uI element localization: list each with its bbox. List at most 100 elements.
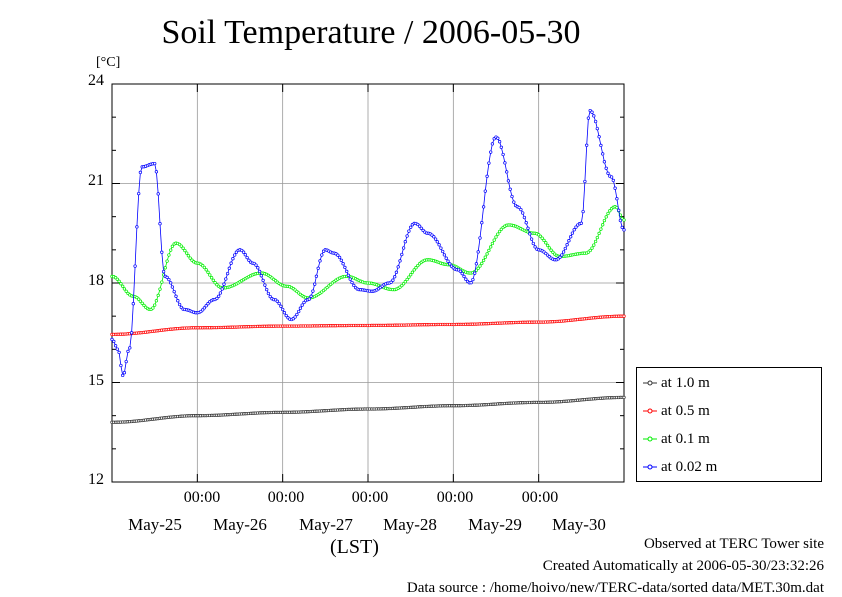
series-0-02m-point bbox=[297, 309, 301, 314]
series-0-02m-point bbox=[277, 301, 281, 306]
series-0-1m-point bbox=[492, 238, 496, 242]
series-0-1m-point bbox=[122, 287, 127, 291]
series-0-02m-point bbox=[489, 150, 493, 154]
series-0-02m-point bbox=[464, 277, 468, 281]
series-0-02m-point bbox=[336, 253, 340, 257]
series-0-02m-point bbox=[586, 116, 591, 120]
legend-marker bbox=[643, 408, 657, 414]
series-0-02m-point bbox=[517, 205, 521, 210]
series-0-02m-point bbox=[585, 143, 589, 147]
series-0-1m-point bbox=[481, 258, 486, 263]
series-0-02m-point bbox=[217, 294, 221, 298]
series-0-02m-point bbox=[257, 269, 262, 274]
series-0-1m-point bbox=[179, 244, 183, 248]
series-0-1m-point bbox=[480, 261, 484, 266]
series-0-02m-point bbox=[268, 294, 272, 299]
series-0-1m-point bbox=[604, 215, 608, 219]
series-0-02m-point bbox=[318, 259, 322, 263]
series-0-02m-point bbox=[131, 302, 135, 306]
series-0-02m-point bbox=[176, 299, 180, 303]
series-0-02m-point bbox=[394, 270, 399, 274]
series-0-1m-point bbox=[156, 293, 160, 298]
footer-site: Observed at TERC Tower site bbox=[643, 536, 824, 552]
series-0-02m-point bbox=[256, 266, 260, 270]
x-day-label: May-25 bbox=[128, 515, 182, 534]
series-0-1m-point bbox=[140, 301, 144, 305]
series-0-1m-point bbox=[599, 227, 603, 231]
series-0-02m-point bbox=[613, 186, 617, 190]
series-0-02m-point bbox=[204, 304, 208, 308]
series-0-02m-point bbox=[448, 262, 452, 266]
series-0-02m-point bbox=[225, 271, 230, 276]
series-0-1m-point bbox=[476, 266, 480, 270]
x-time-tick: 00:00 bbox=[436, 489, 474, 506]
series-0-1m-point bbox=[163, 266, 167, 270]
y-tick-label: 21 bbox=[88, 172, 104, 189]
series-0-02m-point bbox=[505, 170, 509, 174]
series-0-1m-point bbox=[405, 277, 409, 282]
series-0-02m-point bbox=[565, 243, 569, 247]
series-0-1m-point bbox=[188, 256, 192, 260]
series-0-1m-point bbox=[167, 253, 171, 257]
series-0-02m-point bbox=[560, 253, 564, 257]
series-0-02m-point bbox=[458, 269, 463, 273]
series-0-02m-point bbox=[352, 283, 356, 288]
series-0-02m-point bbox=[572, 228, 576, 232]
series-0-02m-point bbox=[174, 294, 178, 298]
x-time-tick: 00:00 bbox=[521, 489, 559, 506]
series-0-02m-point bbox=[177, 302, 182, 307]
series-0-02m-point bbox=[579, 221, 583, 225]
series-0-02m-point bbox=[590, 110, 594, 114]
series-0-02m-point bbox=[593, 119, 598, 124]
series-0-02m-point bbox=[233, 253, 237, 257]
series-0-02m-point bbox=[156, 192, 160, 196]
series-0-02m-point bbox=[350, 280, 354, 285]
series-0-1m-point bbox=[487, 248, 491, 253]
series-0-1m-point bbox=[601, 223, 605, 227]
series-0-02m-point bbox=[113, 344, 118, 348]
series-0-02m-point bbox=[316, 266, 320, 270]
series-0-02m-point bbox=[501, 152, 505, 157]
series-0-1m-point bbox=[211, 278, 215, 282]
series-0-02m-point bbox=[462, 274, 466, 279]
series-0-1m-point bbox=[540, 236, 544, 240]
series-0-02m-point bbox=[595, 126, 599, 131]
series-0-02m-point bbox=[481, 205, 486, 209]
series-0-1m-point bbox=[119, 282, 123, 286]
series-0-1m-point bbox=[542, 238, 546, 243]
series-0-02m-point bbox=[444, 256, 448, 260]
series-0-1m-point bbox=[496, 232, 500, 236]
series-0-02m-point bbox=[474, 262, 479, 266]
series-0-02m-point bbox=[419, 226, 423, 230]
series-0-02m-point bbox=[476, 250, 480, 254]
series-0-02m-point bbox=[135, 225, 139, 229]
series-0-1m-point bbox=[497, 229, 502, 234]
series-0-1m-point bbox=[181, 246, 185, 250]
legend-label: at 1.0 m bbox=[661, 374, 710, 391]
series-0-02m-point bbox=[597, 135, 601, 139]
series-0-02m-point bbox=[218, 291, 223, 295]
x-time-tick: 00:00 bbox=[183, 489, 221, 506]
series-0-02m-point bbox=[478, 236, 482, 240]
series-0-02m-point bbox=[170, 285, 175, 289]
series-0-02m-point bbox=[473, 271, 477, 275]
x-day-label: May-27 bbox=[299, 515, 353, 534]
series-0-1m-point bbox=[593, 239, 598, 244]
series-0-5m-point bbox=[622, 314, 626, 318]
series-0-02m-point bbox=[601, 152, 605, 156]
series-0-1m-point bbox=[213, 281, 217, 285]
series-0-02m-point bbox=[346, 273, 351, 277]
series-0-02m-point bbox=[533, 245, 537, 249]
series-0-02m-point bbox=[119, 363, 123, 368]
series-0-02m-point bbox=[441, 249, 445, 254]
series-0-02m-point bbox=[153, 161, 157, 166]
series-0-02m-point bbox=[227, 266, 231, 270]
series-0-1m-point bbox=[165, 259, 169, 263]
series-0-02m-point bbox=[609, 175, 614, 179]
series-1m-point bbox=[622, 395, 626, 400]
series-0-02m-point bbox=[137, 191, 141, 196]
series-0-1m-point bbox=[544, 241, 548, 245]
series-0-02m-point bbox=[405, 234, 409, 238]
x-day-label: May-28 bbox=[383, 515, 437, 534]
